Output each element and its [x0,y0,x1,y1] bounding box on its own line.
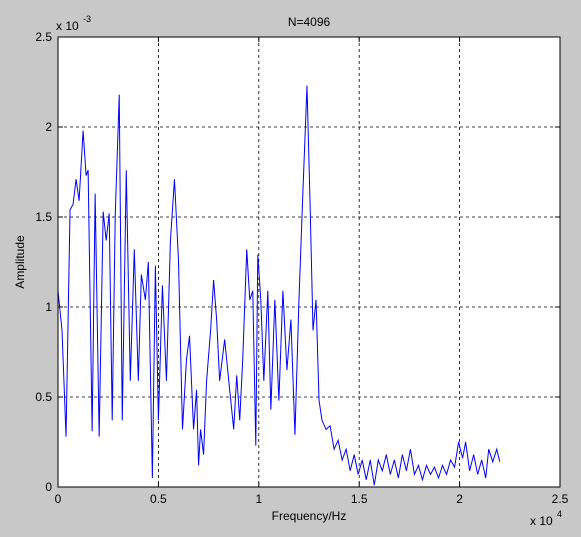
y-tick-label: 2.5 [35,30,52,44]
y-tick-label: 0.5 [35,390,52,404]
y-multiplier-base: x 10 [56,19,79,33]
y-tick-label: 1 [45,300,52,314]
chart-title: N=4096 [288,15,331,29]
y-tick-label: 0 [45,480,52,494]
x-tick-label: 1 [255,492,262,506]
x-tick-label: 0 [55,492,62,506]
x-tick-label: 1.5 [351,492,368,506]
x-multiplier-exponent: 4 [557,509,562,519]
x-axis-label: Frequency/Hz [272,509,347,523]
y-tick-label: 2 [45,120,52,134]
x-tick-label: 2 [456,492,463,506]
y-axis-label: Amplitude [13,235,27,289]
plot-frame [57,36,561,488]
data-line [57,85,501,486]
plot-area [58,37,560,487]
x-tick-label: 0.5 [150,492,167,506]
x-multiplier-base: x 10 [530,514,553,528]
y-multiplier-exponent: -3 [83,14,91,24]
x-tick-label: 2.5 [552,492,569,506]
y-tick-label: 1.5 [35,210,52,224]
